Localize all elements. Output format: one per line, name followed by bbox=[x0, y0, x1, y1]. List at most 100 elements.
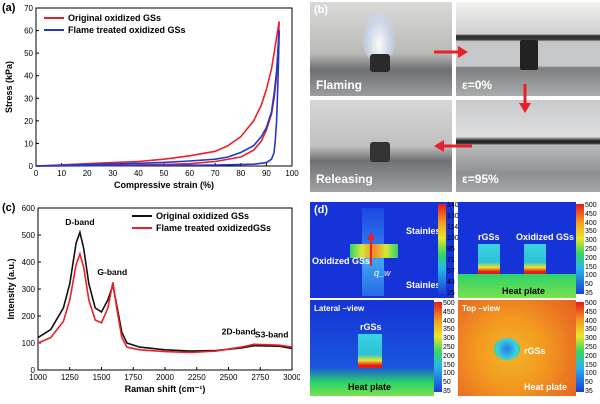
x-tick-label: 50 bbox=[160, 169, 169, 178]
y-tick-label: 300 bbox=[22, 285, 36, 294]
colorbar-tick-label: 450 bbox=[585, 308, 597, 316]
colorbar-tick-label: 350 bbox=[585, 326, 597, 334]
x-tick-label: 3000 bbox=[283, 373, 300, 382]
sample-cylinder bbox=[370, 142, 390, 162]
thermal-tile-1: Stainless Oxidized GSs Stainless q_w bbox=[310, 202, 454, 298]
colorbar-tick-label: 150 bbox=[585, 361, 597, 369]
arrow-down bbox=[519, 84, 531, 113]
colorbar-tick-label: 130 bbox=[447, 213, 459, 220]
legend-label: Flame treated oxidized GSs bbox=[68, 25, 186, 35]
tile3-label-lateral: Lateral –view bbox=[314, 304, 365, 313]
photo-label-flaming: Flaming bbox=[316, 78, 363, 92]
legend-label: Original oxidized GSs bbox=[68, 13, 161, 23]
photo-strain-95: ε=95% bbox=[456, 100, 600, 192]
colorbar-tick-label: 300 bbox=[585, 237, 597, 245]
tile2-label-oxidized: Oxidized GSs bbox=[516, 232, 575, 242]
x-tick-label: 1500 bbox=[93, 373, 111, 382]
colorbar-tick-label: 35 bbox=[585, 290, 593, 297]
y-tick-label: 60 bbox=[24, 27, 33, 36]
x-tick-label: 60 bbox=[185, 169, 194, 178]
arrow-right bbox=[434, 46, 468, 58]
colorbar-tick-label: 71 bbox=[447, 257, 455, 264]
y-tick-label: 400 bbox=[22, 258, 36, 267]
y-axis-label: Intensity (a.u.) bbox=[6, 258, 16, 319]
colorbar-tick-label: 85 bbox=[447, 246, 455, 253]
legend-label: Original oxidized GSs bbox=[156, 211, 249, 221]
tile4-label-rgss: rGSs bbox=[524, 346, 546, 356]
x-tick-label: 80 bbox=[236, 169, 245, 178]
colorbar-tick-label: 400 bbox=[585, 317, 597, 325]
x-tick-label: 2000 bbox=[156, 373, 174, 382]
photo-flaming: Flaming bbox=[310, 2, 452, 96]
colorbar-tick-label: 25 bbox=[447, 290, 455, 297]
tile4-label-top: Top –view bbox=[462, 304, 501, 313]
panel-a-tag: (a) bbox=[2, 2, 16, 14]
colorbar-3 bbox=[434, 302, 442, 392]
colorbar-tick-label: 150 bbox=[443, 361, 455, 369]
colorbar-tick-label: 100 bbox=[447, 235, 459, 242]
colorbar-tick-label: 200 bbox=[443, 352, 455, 360]
sample-cylinder bbox=[370, 54, 390, 72]
band-annotation: 2D-band bbox=[222, 326, 256, 336]
y-tick-label: 50 bbox=[24, 49, 33, 58]
colorbar-tick-label: 500 bbox=[585, 202, 597, 209]
x-tick-label: 2750 bbox=[251, 373, 269, 382]
colorbar-tick-label: 100 bbox=[443, 370, 455, 378]
colorbar-tick-label: 200 bbox=[585, 352, 597, 360]
colorbar-tick-label: 500 bbox=[585, 300, 597, 307]
band-annotation: G-band bbox=[97, 267, 127, 277]
x-tick-label: 30 bbox=[108, 169, 117, 178]
tile3-label-heat-plate: Heat plate bbox=[348, 382, 392, 392]
x-axis-label: Compressive strain (%) bbox=[114, 180, 214, 190]
tile3-label-rgss: rGSs bbox=[360, 322, 382, 332]
colorbar-tick-label: 50 bbox=[585, 379, 593, 387]
x-tick-label: 1250 bbox=[61, 373, 79, 382]
thermal-tile-4: Top –view rGSs Heat plate bbox=[458, 300, 576, 396]
y-tick-label: 500 bbox=[22, 231, 36, 240]
raman-chart: 1000 1250 1500 1750 2000 2250 2500 2750 3000 0 100… bbox=[6, 204, 300, 394]
heat-flux-arrow bbox=[367, 232, 375, 266]
x-tick-label: 70 bbox=[211, 169, 220, 178]
panel-d-tag: (d) bbox=[314, 204, 329, 216]
legend-label: Flame treated oxidizedGSs bbox=[156, 223, 271, 233]
x-tick-label: 40 bbox=[134, 169, 143, 178]
colorbar-2 bbox=[576, 204, 584, 294]
panel-c-tag: (c) bbox=[2, 202, 16, 214]
x-tick-label: 20 bbox=[83, 169, 92, 178]
panel-d: Stainless Oxidized GSs Stainless q_w 140… bbox=[308, 200, 600, 400]
colorbar-tick-label: 114 bbox=[447, 224, 459, 231]
band-annotation: D-band bbox=[65, 217, 94, 227]
panel-b-tag: (b) bbox=[314, 4, 329, 16]
x-tick-label: 2250 bbox=[188, 373, 206, 382]
x-tick-label: 1000 bbox=[29, 373, 47, 382]
rgss-sample bbox=[478, 244, 500, 274]
flame-shape bbox=[362, 10, 396, 60]
tile4-label-heat-plate: Heat plate bbox=[524, 382, 568, 392]
colorbar-tick-label: 400 bbox=[585, 219, 597, 227]
y-tick-label: 0 bbox=[29, 162, 34, 171]
colorbar-tick-label: 450 bbox=[443, 308, 455, 316]
colorbar-tick-label: 300 bbox=[585, 335, 597, 343]
photo-label-strain-0: ε=0% bbox=[462, 78, 493, 92]
colorbar-4 bbox=[576, 302, 584, 392]
x-tick-label: 100 bbox=[285, 169, 299, 178]
photo-label-releasing: Releasing bbox=[316, 172, 373, 186]
y-tick-label: 600 bbox=[22, 204, 36, 213]
colorbar-tick-label: 250 bbox=[585, 246, 597, 253]
colorbar-tick-label: 200 bbox=[585, 254, 597, 262]
panel-a: 0 10 20 30 40 50 60 70 80 90 100 0 10 20 30 40 50 60 70 Com… bbox=[0, 0, 300, 198]
stress-strain-chart: 0 10 20 30 40 50 60 70 80 90 100 0 10 20 30 40 50 60 70 Com… bbox=[4, 4, 299, 190]
x-axis-label: Raman shift (cm⁻¹) bbox=[125, 384, 206, 394]
oxidized-sample bbox=[524, 244, 546, 274]
y-tick-label: 40 bbox=[24, 72, 33, 81]
colorbar-1 bbox=[438, 204, 446, 294]
photo-strain-0: ε=0% bbox=[456, 2, 600, 96]
series-loading-1 bbox=[35, 21, 280, 167]
hot-band bbox=[350, 244, 398, 258]
tile1-label-qw: q_w bbox=[374, 268, 391, 278]
colorbar-tick-label: 300 bbox=[443, 335, 455, 343]
tile1-label-oxidized: Oxidized GSs bbox=[312, 256, 371, 266]
colorbar-tick-label: 140 bbox=[447, 202, 459, 209]
photo-label-strain-95: ε=95% bbox=[462, 172, 499, 186]
colorbar-tick-label: 250 bbox=[443, 344, 455, 351]
